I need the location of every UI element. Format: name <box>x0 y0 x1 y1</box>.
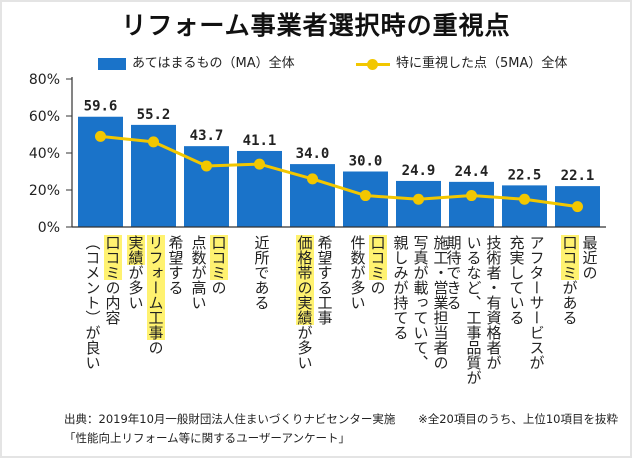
label-text: の <box>146 340 165 355</box>
label-text: 最近の <box>580 235 599 280</box>
label-text: が多い <box>295 325 314 370</box>
line-point <box>148 136 159 148</box>
highlighted-text: 価格帯の実績 <box>295 235 314 325</box>
legend-line-swatch <box>356 58 390 70</box>
highlighted-text: 口コミ <box>368 235 387 280</box>
category-label: 技術者・有資格者が いるなど、工事品質が 期待できる <box>444 235 504 400</box>
label-text: アフターサービスが <box>527 235 546 370</box>
y-tick-label: 20% <box>29 183 60 199</box>
legend-line-entry: 特に重視した点（5MA）全体 <box>356 52 568 71</box>
line-point <box>95 130 106 142</box>
line-point <box>572 201 583 213</box>
highlighted-text: 実績 <box>126 235 145 265</box>
label-text: 親しみが持てる <box>391 235 410 340</box>
label-text: 期待できる <box>444 235 463 310</box>
category-label: 口コミの 点数が高い <box>189 235 229 400</box>
label-text: 写真が載っていて、 <box>411 235 430 370</box>
label-text: の <box>368 280 387 295</box>
y-tick-label: 40% <box>29 146 60 162</box>
bar-line-chart: 0% 20% 40% 60% 80% 59.6 55.2 43.7 41.1 34.0 30.0 24… <box>29 72 606 236</box>
line-series <box>100 134 578 209</box>
source-line-2: 「性能向上リフォーム等に関するユーザーアンケート」 <box>64 431 351 445</box>
y-tick-label: 0% <box>38 220 60 236</box>
line-point <box>307 173 318 185</box>
category-label: アフターサービスが 充実している <box>507 235 547 400</box>
label-text: 技術者・有資格者が <box>484 235 503 370</box>
bar-value-label: 59.6 <box>84 99 118 115</box>
legend-bar-entry: あてはまるもの（MA）全体 <box>98 52 295 71</box>
category-label: 口コミの内容 （コメント）が良い <box>83 235 123 400</box>
y-tick-label: 80% <box>29 72 60 88</box>
line-point <box>254 158 265 170</box>
label-text: いるなど、工事品質が <box>464 235 483 385</box>
legend-bar-swatch <box>98 57 126 70</box>
highlighted-text: 口コミ <box>103 235 122 280</box>
legend-bar-label: あてはまるもの（MA）全体 <box>132 56 295 71</box>
bar-value-label: 22.5 <box>508 167 542 183</box>
line-point <box>413 193 424 205</box>
source-note: ※全20項目のうち、上位10項目を抜粋 <box>418 412 618 426</box>
category-label: 希望する工事 価格帯の実績が多い <box>295 235 335 400</box>
label-text: （コメント）が良い <box>83 235 102 370</box>
label-text: が多い <box>126 265 145 310</box>
bar-value-label: 30.0 <box>349 154 383 170</box>
label-text: がある <box>560 280 579 325</box>
legend-line-label: 特に重視した点（5MA）全体 <box>396 56 568 71</box>
bar-value-label: 55.2 <box>137 107 171 123</box>
category-label: 施工・営業担当者の 写真が載っていて、 親しみが持てる <box>391 235 451 400</box>
bar-value-label: 34.0 <box>296 146 330 162</box>
label-text: の <box>209 280 228 295</box>
label-text: 近所である <box>252 235 271 310</box>
bar-value-label: 41.1 <box>243 133 277 149</box>
label-text: 充実している <box>507 235 526 325</box>
highlighted-text: リフォーム工事 <box>146 235 165 340</box>
label-text: 希望する <box>166 235 185 295</box>
bar-value-label: 24.9 <box>402 163 436 179</box>
category-label: 希望する リフォーム工事の 実績が多い <box>126 235 186 400</box>
bar-value-label: 43.7 <box>190 128 224 144</box>
label-text: 点数が高い <box>189 235 208 310</box>
label-text: 希望する工事 <box>315 235 334 325</box>
chart-title: リフォーム事業者選択時の重視点 <box>121 11 511 40</box>
label-text: 施工・営業担当者の <box>431 235 450 370</box>
highlighted-text: 口コミ <box>560 235 579 280</box>
category-label: 最近の 口コミがある <box>560 235 600 400</box>
category-label: 口コミの 件数が多い <box>348 235 388 400</box>
bar <box>449 181 494 227</box>
highlighted-text: 口コミ <box>209 235 228 280</box>
label-text: 件数が多い <box>348 235 367 310</box>
y-tick-label: 60% <box>29 109 60 125</box>
bar <box>502 185 547 227</box>
category-label: 近所である <box>252 235 272 400</box>
line-point <box>466 190 477 202</box>
source-line-1: 出典：2019年10月一般財団法人住まいづくりナビセンター実施 <box>64 412 396 426</box>
line-point <box>201 160 212 172</box>
line-point <box>360 190 371 202</box>
line-point <box>519 193 530 205</box>
label-text: の内容 <box>103 280 122 325</box>
bar-value-label: 24.4 <box>455 164 489 180</box>
bar-value-label: 22.1 <box>561 168 595 184</box>
